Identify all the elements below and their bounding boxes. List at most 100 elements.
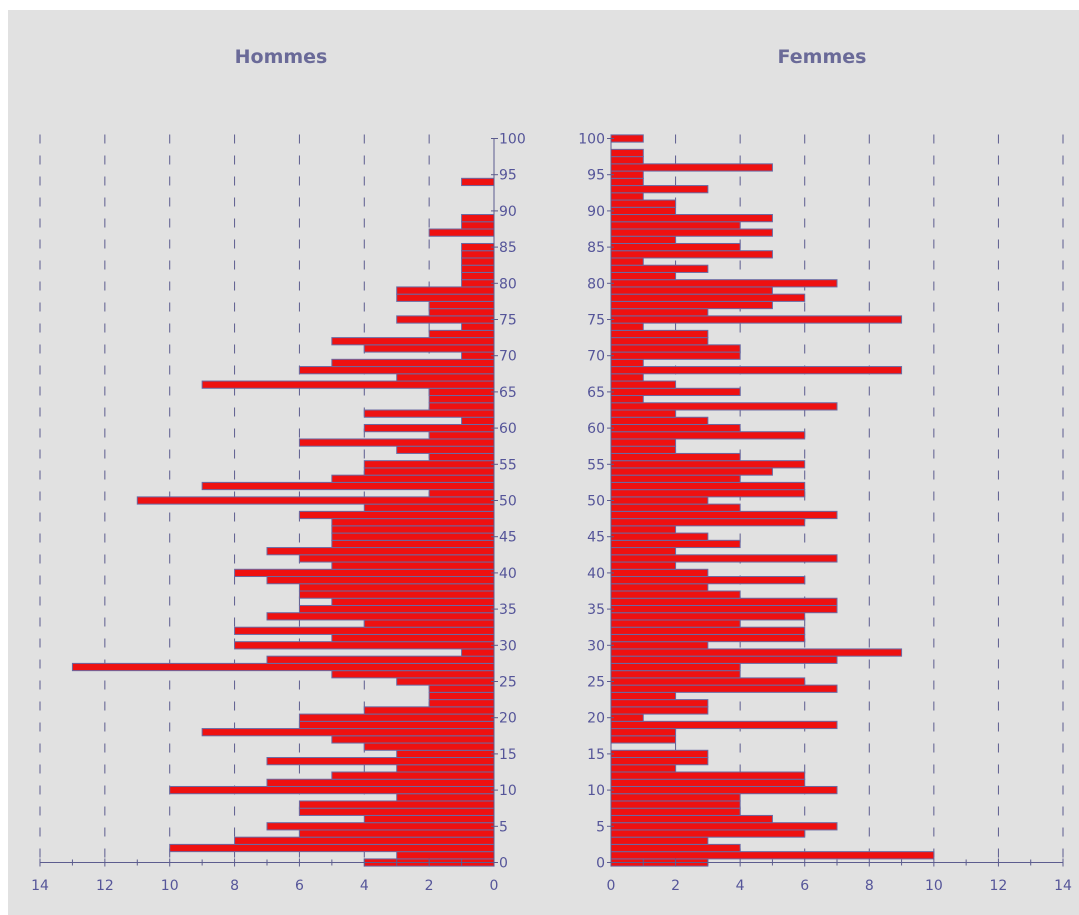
femmes-bar-age-57	[610, 445, 677, 454]
hommes-x-tick-label: 12	[96, 878, 114, 894]
femmes-y-tick-label: 10	[587, 783, 605, 799]
femmes-bar-age-55	[610, 460, 806, 469]
femmes-bar-age-56	[610, 452, 741, 462]
femmes-y-tick-label: 70	[587, 349, 605, 365]
femmes-bar-age-45	[610, 532, 709, 541]
femmes-bar-age-23	[610, 691, 677, 701]
femmes-y-tick-label: 100	[578, 132, 605, 148]
femmes-bar-age-67	[610, 373, 644, 382]
hommes-bar-age-16	[363, 742, 495, 751]
hommes-bar-age-72	[331, 337, 495, 346]
hommes-x-tick-label: 0	[490, 878, 499, 894]
femmes-bar-age-41	[610, 561, 677, 570]
femmes-bar-age-74	[610, 322, 644, 331]
femmes-bar-age-49	[610, 503, 741, 512]
femmes-bar-age-47	[610, 518, 806, 527]
femmes-bar-age-30	[610, 641, 709, 650]
femmes-bar-age-69	[610, 358, 644, 368]
hommes-x-tick-label: 2	[425, 878, 434, 894]
femmes-title: Femmes	[778, 46, 867, 68]
hommes-x-tick-label: 8	[230, 878, 239, 894]
hommes-bar-age-17	[331, 735, 495, 744]
hommes-bar-age-78	[396, 293, 495, 302]
femmes-bar-age-19	[610, 720, 838, 730]
hommes-bar-age-73	[428, 329, 495, 339]
hommes-bar-age-50	[136, 496, 495, 505]
hommes-y-tick-label: 100	[499, 132, 526, 148]
femmes-bar-age-8	[610, 800, 741, 809]
femmes-bar-age-84	[610, 250, 773, 259]
hommes-bar-age-42	[298, 554, 495, 563]
hommes-bar-age-65	[428, 387, 495, 397]
hommes-bar-age-56	[428, 452, 495, 462]
femmes-bar-age-27	[610, 662, 741, 672]
femmes-bar-age-7	[610, 807, 741, 816]
femmes-bar-age-81	[610, 271, 677, 281]
hommes-y-tick-label: 5	[499, 819, 508, 835]
hommes-bar-age-81	[461, 271, 495, 281]
femmes-bar-age-34	[610, 612, 806, 621]
femmes-bar-age-17	[610, 735, 677, 744]
femmes-y-tick-label: 0	[596, 856, 605, 872]
hommes-y-tick-label: 80	[499, 276, 517, 292]
femmes-bar-age-53	[610, 474, 741, 483]
hommes-bar-age-80	[461, 279, 495, 288]
hommes-y-tick-label: 85	[499, 240, 517, 256]
hommes-bar-age-70	[461, 351, 495, 360]
femmes-bar-age-91	[610, 199, 677, 208]
hommes-bar-age-44	[331, 539, 495, 549]
hommes-bar-age-10	[169, 785, 495, 795]
femmes-y-tick-label: 85	[587, 240, 605, 256]
hommes-bar-age-39	[266, 576, 495, 585]
femmes-bar-age-76	[610, 308, 709, 317]
femmes-bar-age-13	[610, 764, 677, 773]
hommes-bar-age-94	[461, 177, 495, 187]
femmes-bar-age-95	[610, 170, 644, 179]
femmes-x-tick-label: 0	[607, 878, 616, 894]
hommes-y-tick-label: 0	[499, 856, 508, 872]
femmes-bar-age-4	[610, 829, 806, 838]
hommes-bar-age-88	[461, 221, 495, 230]
hommes-x-tick-label: 6	[295, 878, 304, 894]
femmes-bar-age-10	[610, 785, 838, 795]
hommes-bar-age-33	[363, 619, 495, 628]
hommes-bar-age-9	[396, 793, 495, 802]
femmes-bar-age-86	[610, 235, 677, 244]
femmes-bar-age-1	[610, 851, 935, 860]
femmes-bar-age-12	[610, 771, 806, 780]
femmes-bar-age-9	[610, 793, 741, 802]
femmes-y-tick-label: 35	[587, 602, 605, 618]
hommes-bar-age-27	[71, 662, 495, 672]
hommes-y-tick-label: 25	[499, 675, 517, 691]
hommes-y-tick-label: 20	[499, 711, 517, 727]
hommes-bar-age-22	[428, 699, 495, 708]
femmes-bar-age-90	[610, 206, 677, 216]
femmes-bar-age-96	[610, 163, 773, 172]
femmes-bar-age-80	[610, 279, 838, 288]
hommes-bar-age-54	[363, 467, 495, 476]
femmes-y-tick-label: 65	[587, 385, 605, 401]
femmes-y-tick-label: 80	[587, 276, 605, 292]
femmes-bar-age-92	[610, 192, 644, 201]
hommes-bar-age-20	[298, 713, 495, 722]
femmes-bar-age-65	[610, 387, 741, 397]
hommes-bar-age-18	[201, 728, 495, 737]
femmes-y-tick-label: 30	[587, 638, 605, 654]
femmes-bar-age-2	[610, 843, 741, 853]
femmes-bar-age-61	[610, 416, 709, 425]
hommes-bar-age-68	[298, 366, 495, 375]
femmes-bar-age-75	[610, 315, 903, 324]
femmes-bar-age-51	[610, 489, 806, 498]
hommes-bar-age-37	[298, 590, 495, 599]
femmes-bar-age-39	[610, 576, 806, 585]
hommes-bar-age-79	[396, 286, 495, 295]
hommes-y-tick-label: 10	[499, 783, 517, 799]
femmes-bar-age-82	[610, 264, 709, 273]
hommes-bar-age-59	[428, 431, 495, 440]
femmes-bar-age-54	[610, 467, 773, 476]
femmes-bar-age-24	[610, 684, 838, 693]
hommes-x-tick-label: 10	[161, 878, 179, 894]
femmes-x-tick-label: 10	[925, 878, 943, 894]
femmes-bar-age-97	[610, 156, 644, 165]
hommes-y-tick-label: 95	[499, 168, 517, 184]
